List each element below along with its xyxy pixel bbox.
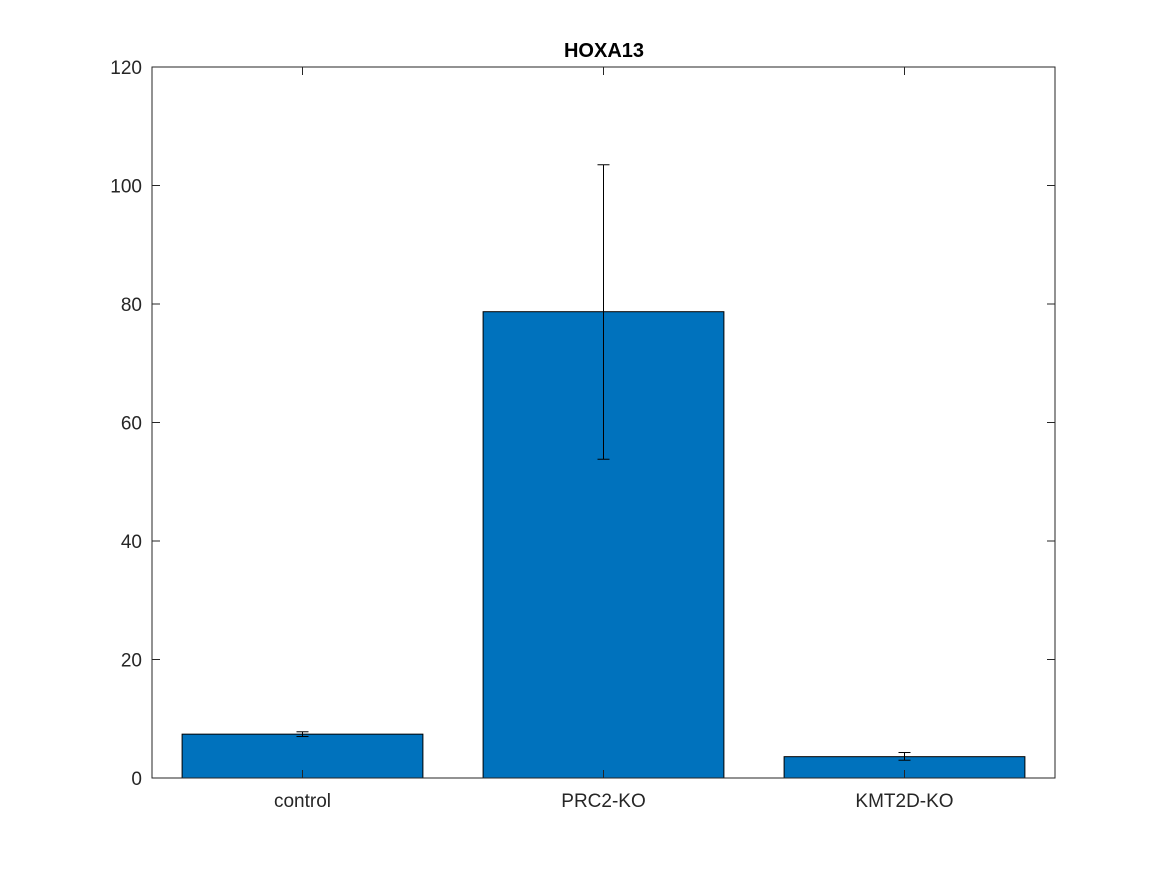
y-tick-label: 80 <box>121 295 142 316</box>
y-tick-label: 100 <box>110 177 142 198</box>
errorbar-layer <box>296 164 911 761</box>
x-tick-label-KMT2D-KO: KMT2D-KO <box>855 791 953 812</box>
y-tick-label: 20 <box>121 651 142 672</box>
chart-title: HOXA13 <box>564 40 644 62</box>
y-tick-label: 0 <box>131 769 142 790</box>
x-tick-label-control: control <box>274 791 331 812</box>
y-tick-label: 60 <box>121 414 142 435</box>
y-tick-label: 120 <box>110 58 142 79</box>
ticks-layer: 0 20 40 60 80 100 120 control PRC2-KO KMT2D-KO <box>110 58 1055 812</box>
x-tick-label-PRC2-KO: PRC2-KO <box>561 791 645 812</box>
y-tick-label: 40 <box>121 532 142 553</box>
